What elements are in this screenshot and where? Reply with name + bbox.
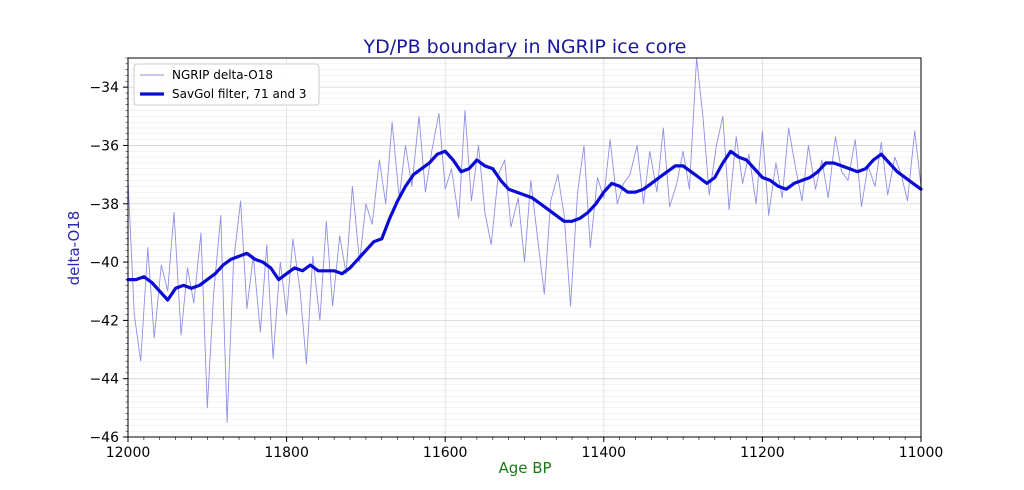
x-tick-label: 11200 <box>740 445 785 461</box>
y-tick-label: −46 <box>89 430 119 446</box>
chart-title: YD/PB boundary in NGRIP ice core <box>363 36 687 58</box>
y-tick-label: −38 <box>89 197 119 213</box>
x-tick-label: 11600 <box>423 445 468 461</box>
y-tick-label: −36 <box>89 138 119 154</box>
series-smooth <box>126 149 923 302</box>
series-line <box>126 149 923 302</box>
legend-label-raw: NGRIP delta-O18 <box>172 68 273 82</box>
legend-box <box>133 63 320 106</box>
series-raw <box>127 57 922 423</box>
legend: NGRIP delta-O18 SavGol filter, 71 and 3 <box>133 63 320 106</box>
y-tick-label: −42 <box>89 313 119 329</box>
x-tick-label: 11400 <box>582 445 627 461</box>
y-tick-label: −34 <box>89 80 119 96</box>
x-axis: 12000 11800 11600 11400 11200 11000 <box>106 437 944 461</box>
legend-label-smooth: SavGol filter, 71 and 3 <box>172 87 307 101</box>
y-tick-label: −40 <box>89 255 119 271</box>
y-tick-label: −44 <box>89 372 119 388</box>
y-axis-label: delta-O18 <box>65 211 83 286</box>
y-axis: −46 −44 −42 −40 −38 −36 −34 <box>89 57 128 446</box>
x-tick-label: 12000 <box>106 445 151 461</box>
series-line <box>127 57 922 423</box>
x-axis-label: Age BP <box>498 459 551 477</box>
x-tick-label: 11000 <box>899 445 944 461</box>
x-tick-label: 11800 <box>264 445 309 461</box>
